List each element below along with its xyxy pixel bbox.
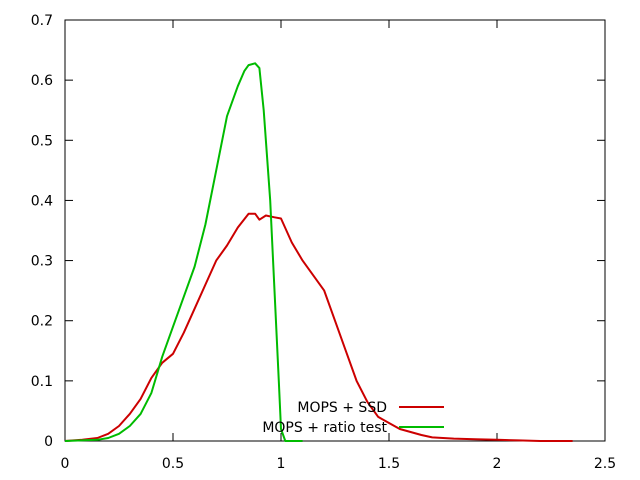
x-tick-label: 0 [61,456,70,472]
plot-frame [64,19,606,442]
y-tick-label: 0.2 [31,314,53,330]
y-tick-label: 0.1 [31,374,53,390]
x-tick-label: 1 [277,456,286,472]
series-line-mops-ssd [64,212,573,442]
legend: MOPS + SSD MOPS + ratio test [262,400,444,436]
legend-label: MOPS + SSD [297,400,387,416]
y-tick-label: 0.7 [31,13,53,29]
series-layer [64,62,573,442]
x-axis-ticks: 0 0.5 1 1.5 2 2.5 [61,20,616,472]
x-tick-label: 1.5 [378,456,400,472]
y-tick-label: 0 [44,434,53,450]
y-tick-label: 0.3 [31,254,53,270]
x-tick-label: 2.5 [594,456,616,472]
y-axis-ticks: 0 0.1 0.2 0.3 0.4 0.5 0.6 0.7 [31,13,605,450]
x-tick-label: 2 [493,456,502,472]
x-tick-label: 0.5 [162,456,184,472]
y-tick-label: 0.6 [31,73,53,89]
legend-label: MOPS + ratio test [262,420,387,436]
series-line-mops-ratio-test [64,62,303,442]
y-tick-label: 0.4 [31,193,53,209]
y-tick-label: 0.5 [31,133,53,149]
